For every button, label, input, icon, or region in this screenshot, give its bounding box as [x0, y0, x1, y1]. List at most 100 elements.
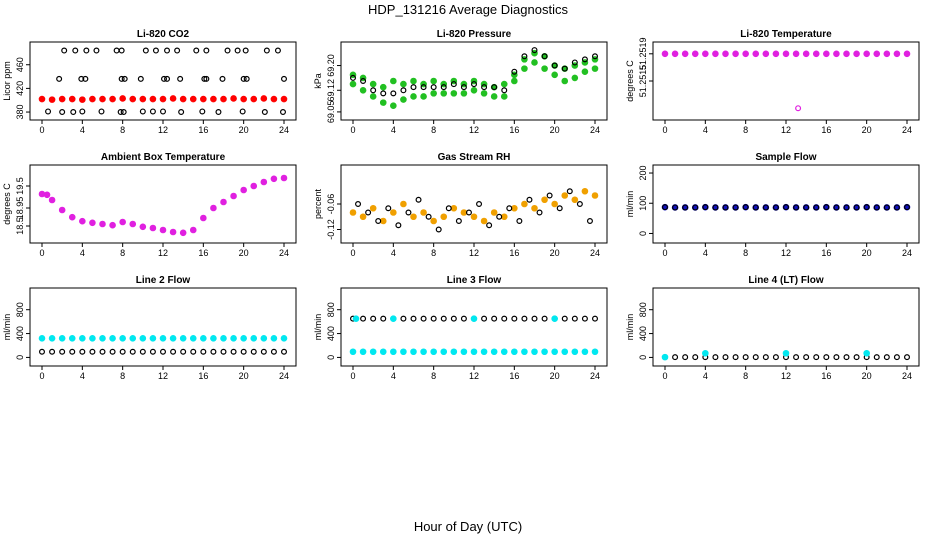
data-point: [390, 348, 397, 356]
x-tick-label: 0: [39, 248, 44, 258]
data-point: [500, 348, 508, 356]
x-tick-label: 4: [391, 248, 396, 258]
data-point: [491, 315, 498, 322]
data-point: [49, 348, 56, 355]
data-point: [142, 47, 149, 54]
data-point: [352, 315, 360, 322]
data-point: [58, 206, 66, 214]
data-point: [69, 348, 76, 355]
data-point: [159, 95, 167, 103]
data-point: [390, 102, 397, 110]
data-point: [742, 50, 749, 58]
y-tick-label: 51.2519: [638, 38, 648, 71]
data-point: [160, 108, 167, 115]
data-point: [82, 75, 89, 82]
data-point: [68, 95, 76, 103]
x-tick-label: 24: [279, 248, 289, 258]
data-point: [240, 95, 247, 103]
data-point: [762, 354, 769, 361]
data-point: [430, 315, 437, 322]
y-tick-label: 400: [15, 326, 25, 341]
data-point: [48, 96, 56, 103]
figure-title: HDP_131216 Average Diagnostics: [368, 2, 568, 17]
chart-title: Li-820 Pressure: [437, 29, 512, 40]
data-point: [450, 90, 458, 97]
data-point: [56, 75, 63, 82]
series-line4-cyan: [661, 349, 870, 361]
data-point: [260, 348, 267, 355]
data-point: [174, 47, 181, 54]
data-point: [164, 75, 171, 82]
data-point: [682, 204, 689, 211]
data-point: [360, 77, 367, 84]
y-tick-label: 69.20: [326, 54, 336, 77]
data-point: [79, 348, 86, 355]
data-point: [702, 50, 709, 58]
data-point: [516, 218, 523, 225]
data-point: [793, 354, 800, 361]
data-point: [571, 196, 579, 204]
data-point: [586, 218, 593, 225]
data-point: [234, 47, 241, 54]
data-point: [189, 335, 197, 342]
x-tick-label: 24: [902, 248, 912, 258]
data-point: [883, 50, 891, 58]
data-point: [823, 50, 830, 58]
data-point: [853, 354, 860, 361]
y-axis-label: ml/min: [313, 314, 323, 341]
data-point: [385, 205, 392, 212]
data-point: [420, 84, 427, 91]
data-point: [511, 348, 518, 356]
data-point: [149, 108, 156, 115]
data-point: [279, 109, 286, 116]
data-point: [250, 335, 258, 342]
data-point: [566, 188, 573, 195]
data-point: [390, 77, 397, 85]
x-tick-label: 12: [781, 125, 791, 135]
data-point: [893, 354, 900, 361]
data-point: [430, 348, 437, 356]
data-point: [119, 95, 126, 102]
data-point: [380, 90, 387, 97]
data-point: [250, 182, 258, 190]
series-line3-cyan-low: [349, 348, 599, 356]
data-point: [742, 354, 749, 361]
data-point: [470, 348, 478, 356]
data-point: [772, 204, 779, 211]
data-point: [61, 47, 68, 54]
x-tick-label: 16: [821, 125, 831, 135]
x-axis-title: Hour of Day (UTC): [414, 519, 522, 534]
data-point: [702, 204, 709, 211]
x-tick-label: 24: [279, 371, 289, 381]
x-tick-label: 0: [350, 371, 355, 381]
data-point: [410, 348, 417, 356]
data-point: [581, 56, 588, 63]
data-point: [521, 65, 528, 72]
data-point: [178, 109, 185, 116]
chart-title: Li-820 Temperature: [740, 29, 832, 40]
data-point: [681, 50, 689, 58]
data-point: [702, 349, 709, 357]
data-point: [224, 47, 231, 54]
data-point: [38, 95, 46, 103]
data-point: [450, 315, 457, 322]
data-point: [531, 204, 538, 212]
data-point: [752, 354, 759, 361]
data-point: [274, 47, 281, 54]
data-point: [89, 95, 96, 103]
x-tick-label: 24: [590, 371, 600, 381]
data-point: [189, 95, 197, 103]
data-point: [349, 348, 357, 356]
data-point: [281, 348, 288, 355]
data-point: [349, 80, 357, 88]
data-point: [903, 354, 910, 361]
data-point: [200, 95, 207, 103]
chart-line2: Line 2 Flow ml/min 0 4 8 12 16 20 24 0 400 800: [2, 275, 297, 381]
data-point: [782, 349, 790, 357]
data-point: [89, 335, 96, 342]
y-tick-label: -0.06: [326, 194, 336, 215]
data-point: [260, 95, 268, 102]
data-point: [853, 204, 860, 211]
data-point: [531, 47, 538, 54]
